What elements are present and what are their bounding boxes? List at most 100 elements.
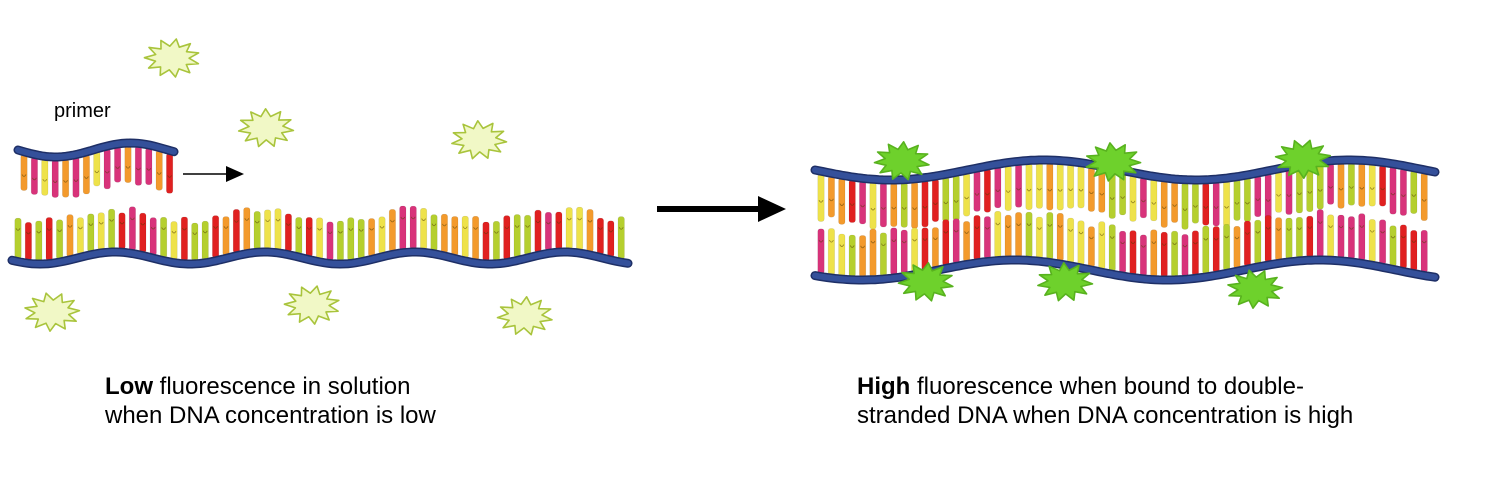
right-caption-line1: fluorescence when bound to double-	[910, 373, 1304, 400]
template-base	[409, 205, 417, 250]
bottom-strand-base	[1243, 220, 1251, 267]
bottom-strand-base	[1264, 215, 1272, 263]
template-base	[160, 216, 168, 259]
bound-dye-icon	[873, 141, 930, 181]
bottom-strand-base	[1233, 225, 1241, 269]
template-base	[607, 220, 615, 258]
bottom-strand-base	[911, 227, 919, 273]
template-base	[232, 209, 240, 254]
template-base	[596, 217, 604, 255]
top-strand-base	[994, 166, 1002, 209]
bottom-strand-base	[1254, 219, 1262, 265]
bottom-strand-base	[1035, 216, 1043, 259]
primer-base	[114, 146, 122, 183]
template-base	[534, 209, 542, 253]
template-base	[243, 207, 251, 251]
template-base	[399, 205, 407, 251]
template-base	[576, 206, 584, 251]
template-base	[149, 217, 157, 256]
primer-label: primer	[54, 100, 111, 122]
bound-dye-icon	[897, 262, 954, 302]
primer-backbone	[15, 139, 177, 160]
bottom-strand-base	[994, 210, 1002, 258]
top-strand-base	[1181, 182, 1189, 230]
bottom-strand-base	[1316, 209, 1324, 258]
primer-base	[51, 159, 59, 198]
template-base	[24, 222, 32, 261]
template-base	[524, 214, 532, 256]
template-base	[347, 217, 355, 261]
top-strand-base	[1202, 182, 1210, 226]
top-strand-base	[1233, 179, 1241, 221]
top-strand-base	[1139, 177, 1147, 219]
template-base	[513, 214, 521, 258]
template-base	[326, 221, 334, 261]
top-strand-base	[921, 180, 929, 228]
bound-dye-icon	[1085, 142, 1142, 182]
unbound-dye-icon	[143, 38, 200, 78]
top-strand-base	[1129, 175, 1137, 222]
left-caption: Low fluorescence in solution when DNA co…	[105, 372, 436, 430]
top-strand-base	[952, 175, 960, 221]
template-base	[388, 209, 396, 252]
top-strand-base	[1275, 171, 1283, 213]
primer-base	[93, 151, 101, 187]
bottom-strand-base	[890, 227, 898, 276]
bottom-strand-base	[900, 229, 908, 274]
template-base	[555, 211, 563, 250]
bottom-strand-base	[1410, 230, 1418, 271]
template-base	[503, 215, 511, 260]
top-strand-base	[1264, 173, 1272, 221]
top-strand-base	[1399, 168, 1407, 216]
bottom-strand-base	[1399, 224, 1407, 269]
template-base	[108, 208, 116, 250]
primer-base	[103, 148, 111, 190]
bottom-strand-base	[1202, 225, 1210, 275]
top-strand-base	[1160, 180, 1168, 228]
template-base	[586, 209, 594, 253]
bound-dye-molecules	[873, 139, 1331, 309]
top-strand-base	[942, 177, 950, 222]
bottom-strand-base	[1004, 214, 1012, 258]
bottom-strand-base	[838, 233, 846, 277]
template-base	[617, 216, 625, 260]
right-caption: High fluorescence when bound to double- …	[857, 372, 1353, 430]
bottom-strand-base	[817, 228, 825, 274]
template-base	[316, 217, 324, 260]
bottom-strand-base	[1347, 216, 1355, 260]
top-strand-base	[879, 182, 887, 228]
bottom-strand-base	[1077, 220, 1085, 266]
top-strand-base	[848, 179, 856, 223]
top-strand-base	[973, 170, 981, 212]
bottom-strand-base	[1327, 214, 1335, 258]
bottom-strand-base	[1275, 217, 1283, 261]
bottom-strand-base	[1108, 224, 1116, 272]
template-base	[56, 219, 64, 260]
template-base	[430, 214, 438, 252]
template-base	[66, 214, 74, 258]
template-base	[368, 218, 376, 257]
bottom-strand-base	[1098, 221, 1106, 270]
top-strand-base	[1035, 162, 1043, 209]
top-strand-base	[1254, 175, 1262, 218]
bottom-strand-base	[1119, 230, 1127, 274]
bottom-strand-base	[1379, 219, 1387, 265]
bottom-strand-base	[848, 234, 856, 278]
template-backbone	[9, 249, 631, 268]
top-strand-base	[1347, 162, 1355, 206]
bottom-strand-base	[1223, 223, 1231, 271]
primer-base	[124, 145, 132, 183]
bottom-strand-base	[983, 216, 991, 259]
left-caption-line1: fluorescence in solution	[153, 373, 411, 400]
top-strand-base	[963, 172, 971, 217]
top-strand-base	[983, 168, 991, 213]
top-strand-base	[817, 173, 825, 222]
top-strand-base	[1077, 165, 1085, 209]
bottom-strand-base	[1139, 234, 1147, 277]
bottom-strand-base	[1181, 234, 1189, 277]
bottom-strand-base	[1046, 212, 1054, 260]
template-base	[305, 217, 313, 257]
template-base	[357, 218, 365, 260]
template-base	[544, 211, 552, 251]
top-strand-base	[1212, 181, 1220, 227]
